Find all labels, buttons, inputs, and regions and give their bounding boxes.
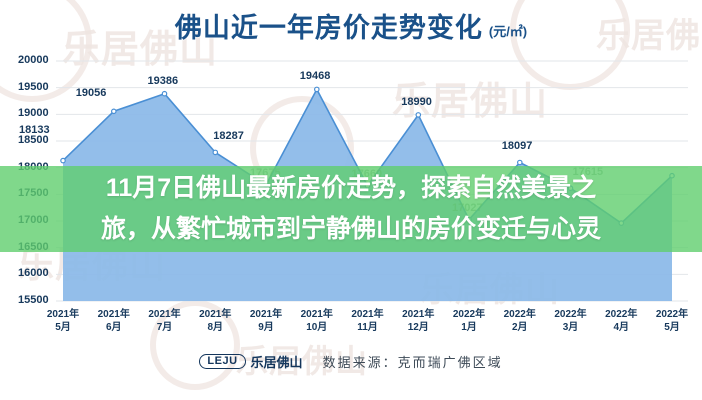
x-axis-tick-label: 2021年 12月 <box>392 308 444 334</box>
x-tick-year: 2022年 <box>554 309 587 320</box>
x-tick-month: 9月 <box>258 322 274 333</box>
x-tick-month: 8月 <box>207 322 224 333</box>
chart-title-main: 佛山近一年房价走势变化 <box>174 13 483 43</box>
x-axis-tick-label: 2022年 2月 <box>494 308 546 334</box>
x-tick-month: 6月 <box>105 322 122 333</box>
x-tick-month: 3月 <box>562 322 579 333</box>
x-tick-month: 4月 <box>613 322 630 333</box>
chart-data-point[interactable] <box>60 157 66 164</box>
x-axis-tick-label: 2022年 4月 <box>595 308 647 334</box>
x-tick-year: 2021年 <box>97 309 130 320</box>
x-tick-year: 2022年 <box>605 309 638 320</box>
x-tick-year: 2021年 <box>351 309 384 320</box>
x-axis-tick-label: 2021年 7月 <box>139 308 191 334</box>
x-tick-month: 11月 <box>357 322 378 333</box>
y-axis-tick-label: 16000 <box>18 267 49 280</box>
x-tick-year: 2021年 <box>199 309 232 320</box>
chart-data-point[interactable] <box>212 149 219 156</box>
x-tick-month: 10月 <box>306 322 328 333</box>
data-point-value-label: 19386 <box>147 74 179 87</box>
x-tick-month: 1月 <box>461 322 477 333</box>
chart-data-point[interactable] <box>161 90 168 97</box>
x-axis-tick-label: 2022年 1月 <box>443 308 495 334</box>
y-axis-tick-label: 18500 <box>18 134 49 146</box>
chart-data-point[interactable] <box>111 108 117 115</box>
chart-footer: LEJU 乐居佛山 数据来源：克而瑞广佛区域 <box>0 352 702 371</box>
x-tick-year: 2022年 <box>655 309 689 320</box>
headline-overlay-banner: 11月7日佛山最新房价走势，探索自然美景之 旅，从繁忙城市到宁静佛山的房价变迁与… <box>0 166 702 252</box>
y-axis-tick-label: 19500 <box>18 80 49 93</box>
x-tick-year: 2021年 <box>46 309 80 320</box>
chart-data-point[interactable] <box>313 86 320 93</box>
x-axis-tick-label: 2022年 5月 <box>646 308 698 334</box>
x-axis-tick-label: 2022年 3月 <box>545 308 597 334</box>
headline-text: 11月7日佛山最新房价走势，探索自然美景之 旅，从繁忙城市到宁静佛山的房价变迁与… <box>100 174 601 243</box>
x-axis-labels: 2021年 5月 2021年 6月 2021年 7月 2021年 8月 2021年 9月 2021年… <box>0 306 702 340</box>
data-point-value-label: 18990 <box>401 95 432 108</box>
x-tick-month: 5月 <box>664 322 680 333</box>
x-tick-month: 7月 <box>156 322 173 333</box>
x-tick-year: 2022年 <box>503 309 536 320</box>
data-point-value-label: 18133 <box>19 123 50 136</box>
x-axis-tick-label: 2021年 11月 <box>342 308 394 334</box>
x-axis-tick-label: 2021年 6月 <box>88 308 140 334</box>
data-source-text: 数据来源：克而瑞广佛区域 <box>322 355 503 370</box>
leju-logo-badge: LEJU <box>199 354 246 369</box>
x-tick-year: 2021年 <box>402 309 435 320</box>
data-point-value-label: 18287 <box>213 130 244 143</box>
x-axis-tick-label: 2021年 10月 <box>291 308 343 334</box>
data-point-value-label: 18097 <box>501 140 533 153</box>
y-axis-tick-label: 20000 <box>18 54 49 66</box>
y-axis-tick-label: 15500 <box>18 294 49 306</box>
x-axis-tick-label: 2021年 8月 <box>189 308 241 334</box>
chart-data-point[interactable] <box>516 159 523 166</box>
data-point-value-label: 19056 <box>75 87 107 100</box>
x-tick-month: 2月 <box>511 322 528 333</box>
leju-brand-name: 乐居佛山 <box>250 355 303 370</box>
y-axis-tick-label: 19000 <box>18 107 49 120</box>
x-axis-tick-label: 2021年 9月 <box>240 308 292 334</box>
chart-data-point[interactable] <box>415 112 422 118</box>
data-point-value-label: 19468 <box>299 70 331 83</box>
chart-title: 佛山近一年房价走势变化 (元/㎡) <box>0 6 702 45</box>
x-tick-month: 5月 <box>55 322 71 333</box>
chart-title-unit: (元/㎡) <box>488 24 528 39</box>
x-tick-year: 2021年 <box>300 309 333 320</box>
x-tick-month: 12月 <box>407 322 429 333</box>
x-tick-year: 2021年 <box>249 309 283 320</box>
x-axis-tick-label: 2021年 5月 <box>37 308 89 334</box>
x-tick-year: 2022年 <box>452 309 486 320</box>
x-tick-year: 2021年 <box>148 309 181 320</box>
